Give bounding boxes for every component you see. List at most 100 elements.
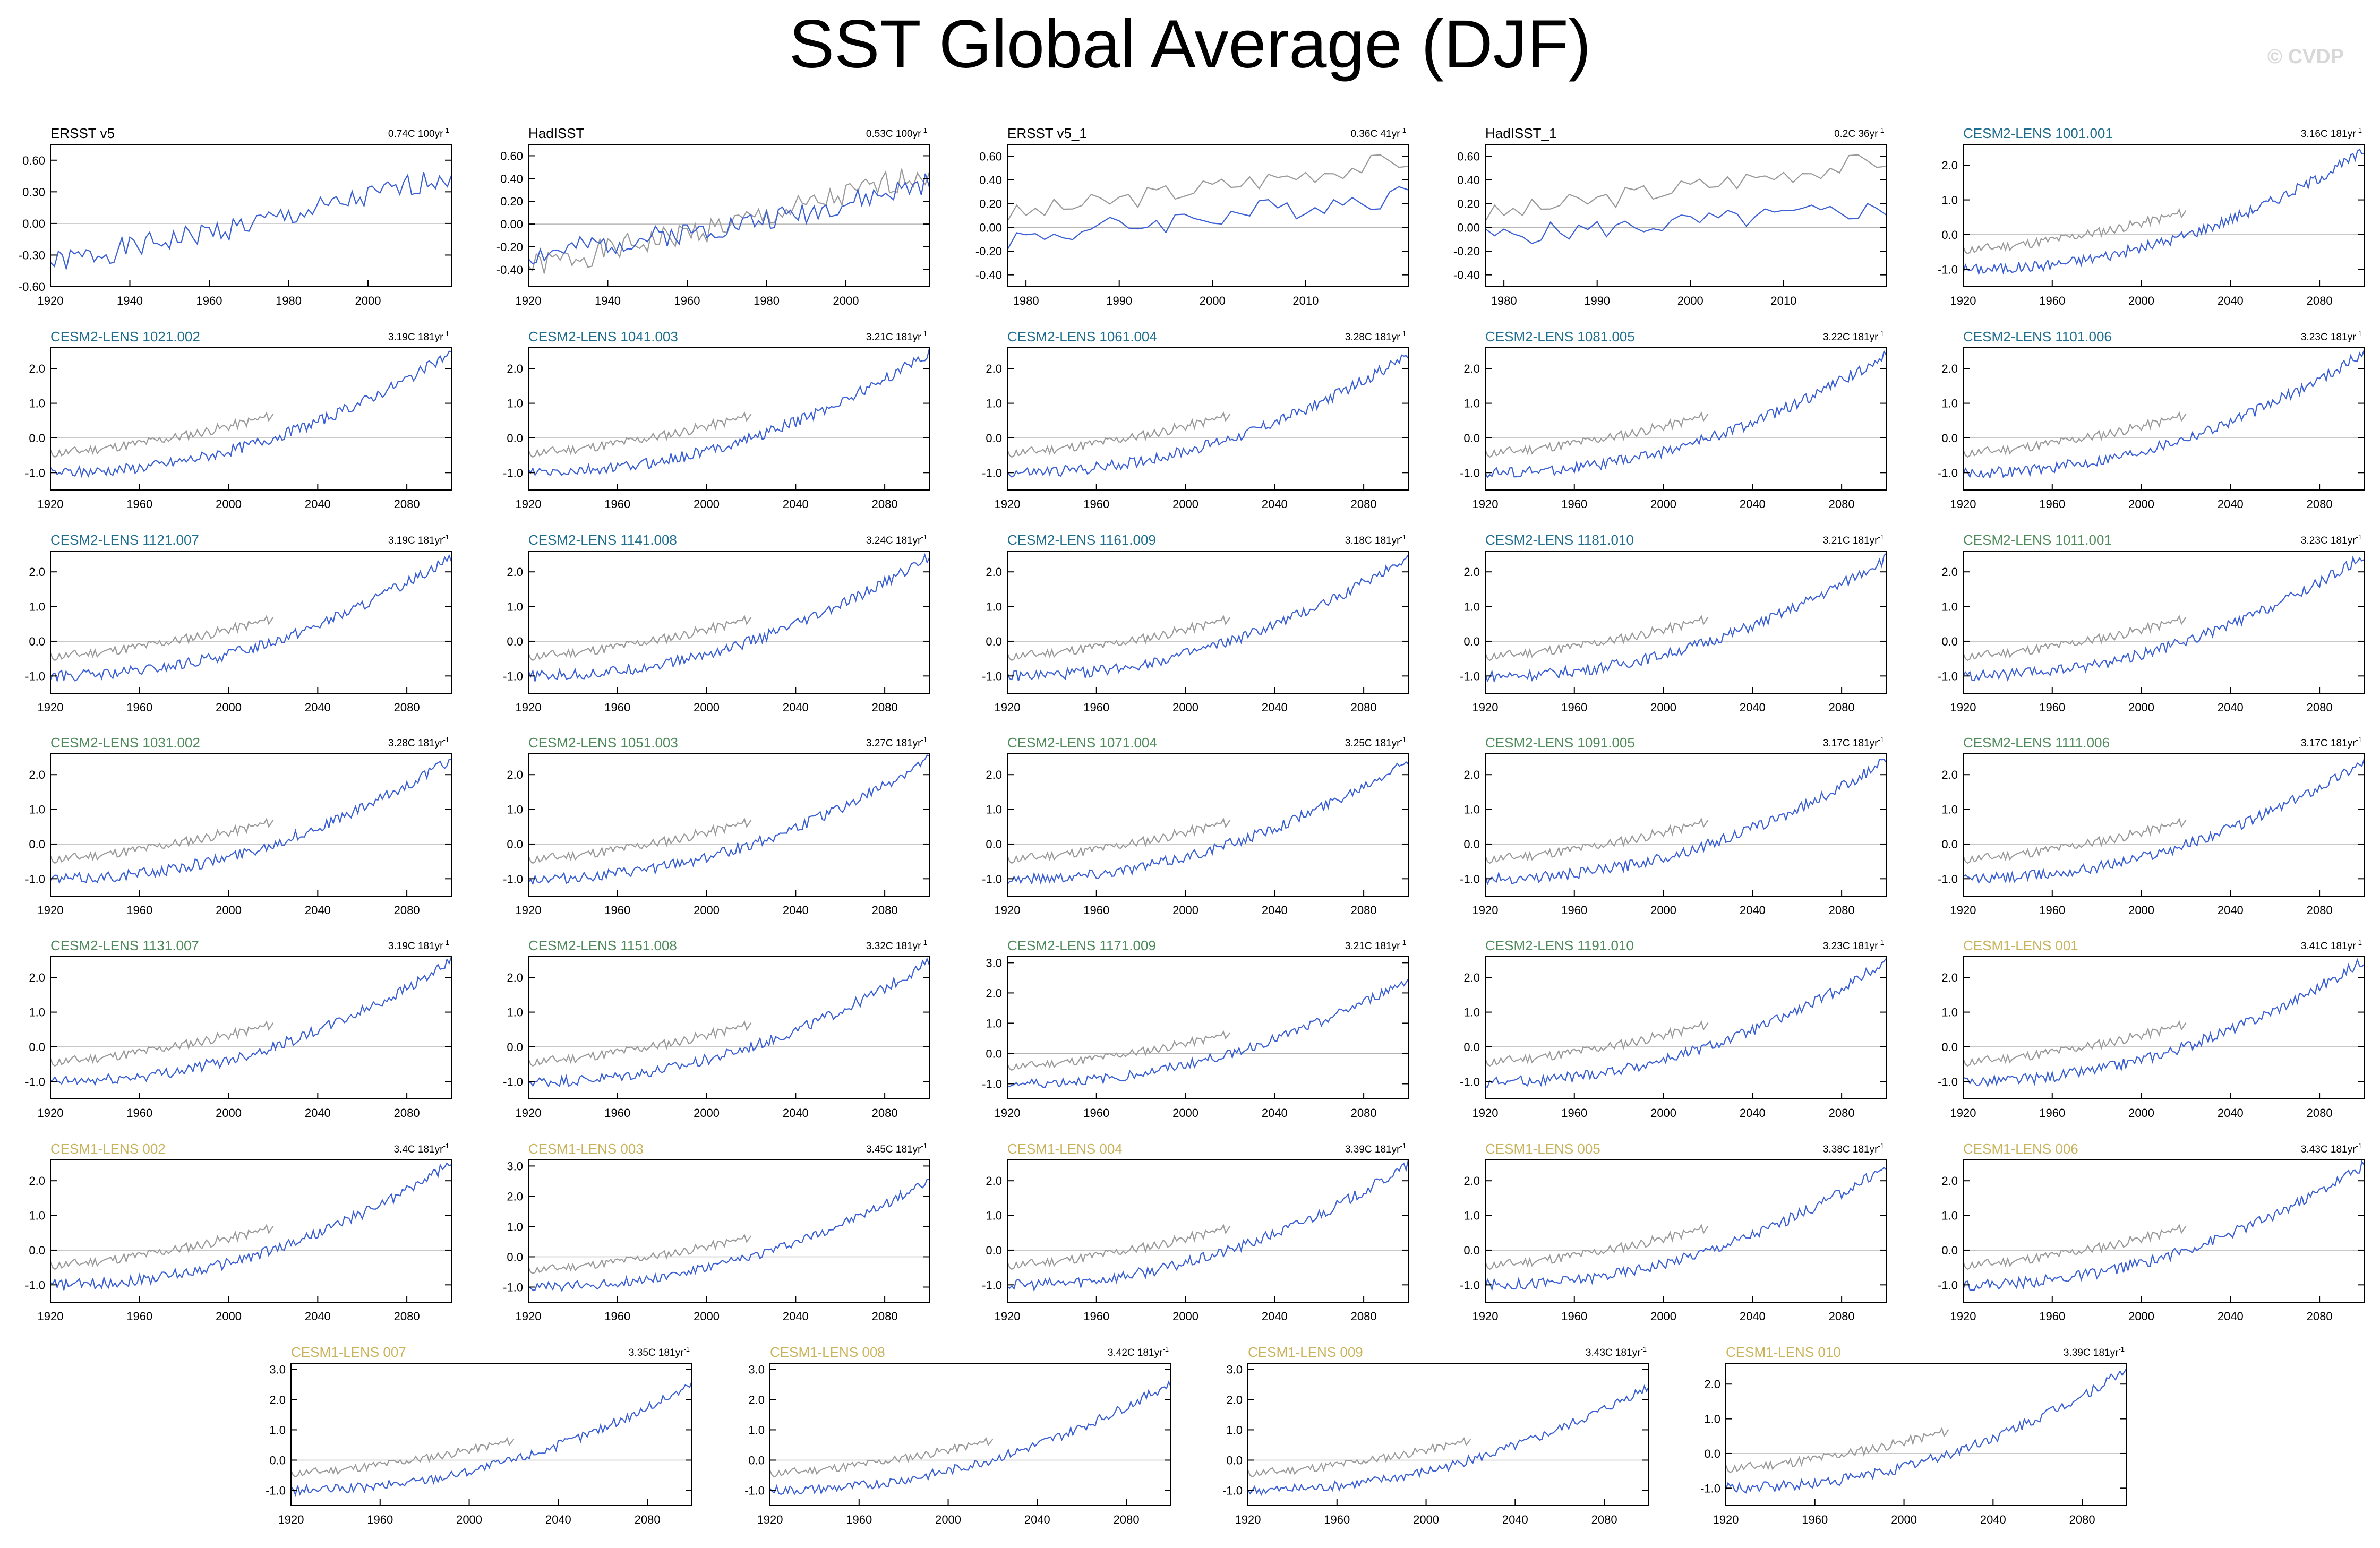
- x-tick-label: 2000: [216, 701, 242, 714]
- y-tick-label: 1.0: [986, 1017, 1002, 1030]
- x-tick-label: 2000: [216, 1310, 242, 1323]
- y-tick-label: 1.0: [1704, 1413, 1720, 1426]
- panel: CESM2-LENS 1171.009 3.21C 181yr-1 1920 1960…: [982, 938, 1409, 1120]
- x-tick-label: 2000: [1677, 294, 1703, 307]
- panel-trend-stat: 3.35C 181yr-1: [629, 1345, 690, 1358]
- x-tick-label: 1960: [604, 497, 630, 511]
- y-tick-label: 0.40: [500, 172, 523, 185]
- x-tick-label: 2040: [783, 1310, 809, 1323]
- plot-frame: [1485, 551, 1887, 694]
- panel: CESM2-LENS 1081.005 3.22C 181yr-1 1920 1960…: [1460, 329, 1887, 511]
- y-tick-label: 2.0: [986, 565, 1002, 579]
- panel-trend-stat: 3.38C 181yr-1: [1823, 1142, 1884, 1155]
- x-tick-label: 1920: [1950, 497, 1976, 511]
- plot-frame: [528, 144, 930, 287]
- y-tick-label: -1.0: [503, 669, 523, 683]
- y-tick-label: 2.0: [1941, 565, 1958, 579]
- y-tick-label: 0.00: [979, 221, 1002, 234]
- x-tick-label: 1960: [1083, 1106, 1109, 1120]
- obs-series-line: [49, 615, 274, 661]
- panel: CESM2-LENS 1021.002 3.19C 181yr-1 1920 1960…: [25, 329, 452, 511]
- x-tick-label: 1960: [126, 1310, 152, 1323]
- y-tick-label: 2.0: [1463, 565, 1480, 579]
- panel: CESM2-LENS 1031.002 3.28C 181yr-1 1920 1960…: [25, 735, 452, 917]
- y-tick-label: -1.0: [503, 1280, 523, 1294]
- panel-trend-stat: 3.21C 181yr-1: [866, 330, 927, 343]
- x-tick-label: 2080: [394, 701, 420, 714]
- panel-title: CESM2-LENS 1191.010: [1485, 938, 1634, 953]
- y-tick-label: 2.0: [29, 1174, 45, 1188]
- panel: CESM1-LENS 007 3.35C 181yr-1 1920 1960 2000 2…: [266, 1344, 693, 1526]
- y-tick-label: -1.0: [25, 466, 45, 479]
- x-tick-label: 2080: [1351, 701, 1377, 714]
- plot-frame: [1963, 956, 2365, 1099]
- x-tick-label: 1960: [2039, 1310, 2065, 1323]
- plot-frame: [1007, 753, 1409, 897]
- panel-title: ERSST v5: [50, 125, 115, 141]
- y-tick-label: 2.0: [1463, 971, 1480, 984]
- plot-frame: [1963, 551, 2365, 694]
- x-tick-label: 2080: [1351, 1106, 1377, 1120]
- x-tick-label: 1920: [516, 1106, 542, 1120]
- panel-trend-stat: 3.23C 181yr-1: [1823, 939, 1884, 952]
- obs-series-line: [527, 818, 752, 864]
- y-tick-label: -1.0: [1460, 669, 1480, 683]
- obs-series-line: [290, 1437, 515, 1478]
- panel: CESM1-LENS 005 3.38C 181yr-1 1920 1960 2000 2…: [1460, 1141, 1887, 1323]
- y-tick-label: 2.0: [1226, 1393, 1243, 1406]
- x-tick-label: 2040: [1262, 701, 1288, 714]
- y-tick-label: 0.0: [1463, 635, 1480, 648]
- model-series-line: [528, 957, 930, 1088]
- x-tick-label: 1960: [674, 294, 700, 307]
- y-tick-label: 1.0: [507, 1220, 523, 1233]
- y-tick-label: 2.0: [1941, 971, 1958, 984]
- plot-frame: [1963, 347, 2365, 491]
- model-series-line: [50, 350, 452, 478]
- y-tick-label: -1.0: [25, 1278, 45, 1292]
- x-tick-label: 1960: [846, 1513, 872, 1526]
- y-tick-label: 1.0: [507, 803, 523, 816]
- panel-trend-stat: 3.45C 181yr-1: [866, 1142, 927, 1155]
- x-tick-label: 2000: [935, 1513, 961, 1526]
- y-tick-label: 1.0: [29, 803, 45, 816]
- obs-series-line: [769, 1437, 994, 1478]
- x-tick-label: 2000: [2128, 1310, 2154, 1323]
- x-tick-label: 2080: [872, 904, 898, 917]
- y-tick-label: 0.0: [507, 1040, 523, 1054]
- x-tick-label: 2040: [1262, 497, 1288, 511]
- y-tick-label: 2.0: [986, 986, 1002, 1000]
- panel-title: CESM1-LENS 005: [1485, 1141, 1600, 1157]
- plot-frame: [1007, 956, 1409, 1099]
- y-tick-label: 0.0: [986, 635, 1002, 648]
- panel-trend-stat: 3.28C 181yr-1: [1345, 330, 1406, 343]
- panel-trend-stat: 3.22C 181yr-1: [1823, 330, 1884, 343]
- plot-frame: [1007, 1159, 1409, 1303]
- x-tick-label: 1960: [2039, 1106, 2065, 1120]
- panel-title: CESM2-LENS 1071.004: [1007, 735, 1157, 751]
- y-tick-label: 1.0: [986, 803, 1002, 816]
- y-tick-label: 0.0: [1941, 1244, 1958, 1257]
- x-tick-label: 1940: [117, 294, 143, 307]
- obs-series-line: [1962, 818, 2187, 864]
- x-tick-label: 2080: [394, 1310, 420, 1323]
- x-tick-label: 2040: [2218, 294, 2244, 307]
- y-tick-label: -1.0: [1938, 669, 1958, 683]
- x-tick-label: 2080: [635, 1513, 661, 1526]
- panel: CESM1-LENS 004 3.39C 181yr-1 1920 1960 2000 2…: [982, 1141, 1409, 1323]
- panel-title: CESM1-LENS 006: [1963, 1141, 2078, 1157]
- x-tick-label: 2080: [2069, 1513, 2095, 1526]
- x-tick-label: 1960: [2039, 904, 2065, 917]
- model-series-line: [1962, 148, 2365, 276]
- x-tick-label: 2080: [2307, 701, 2333, 714]
- panel-trend-stat: 0.74C 100yr-1: [388, 126, 449, 140]
- x-tick-label: 1960: [2039, 701, 2065, 714]
- x-tick-label: 1920: [516, 1310, 542, 1323]
- panel: CESM1-LENS 003 3.45C 181yr-1 1920 1960 2000 2…: [503, 1141, 930, 1323]
- model-series-line: [1007, 978, 1409, 1088]
- y-tick-label: 0.20: [979, 197, 1002, 211]
- model-series-line: [1962, 1160, 2365, 1291]
- obs-series-line: [1962, 1224, 2187, 1270]
- model-series-line: [50, 759, 452, 884]
- x-tick-label: 2080: [2307, 904, 2333, 917]
- y-tick-label: -1.0: [1460, 1075, 1480, 1088]
